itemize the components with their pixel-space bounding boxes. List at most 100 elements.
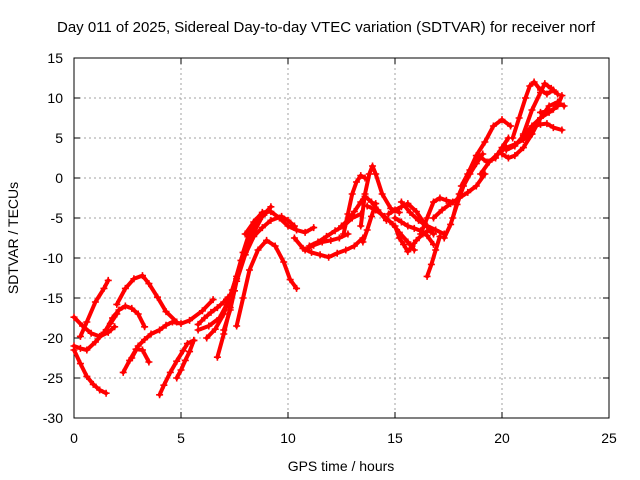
- data-point: [537, 108, 545, 116]
- data-point: [391, 214, 399, 222]
- data-point: [474, 152, 482, 160]
- data-point: [325, 253, 333, 261]
- data-point: [166, 368, 174, 376]
- data-point: [308, 248, 316, 256]
- series-arc-10: [173, 336, 198, 382]
- series-track: [72, 348, 109, 396]
- data-point: [96, 386, 104, 394]
- data-point: [115, 306, 123, 314]
- data-point: [477, 170, 485, 178]
- data-point: [91, 338, 99, 346]
- data-point: [502, 146, 510, 154]
- y-tick-label: 0: [55, 170, 63, 186]
- data-point: [395, 234, 403, 242]
- data-point: [438, 206, 446, 214]
- data-point: [119, 368, 127, 376]
- data-point: [498, 116, 506, 124]
- data-point: [410, 246, 418, 254]
- data-point: [432, 246, 440, 254]
- data-point: [162, 308, 170, 316]
- data-point: [245, 266, 253, 274]
- data-point: [348, 190, 356, 198]
- data-point: [447, 220, 455, 228]
- data-point: [89, 380, 97, 388]
- data-point: [372, 200, 380, 208]
- data-point: [543, 108, 551, 116]
- data-point: [547, 84, 555, 92]
- y-axis-label: SDTVAR / TECUs: [5, 182, 21, 294]
- data-point: [442, 196, 450, 204]
- data-point: [205, 322, 213, 330]
- data-point: [400, 240, 408, 248]
- x-tick-label: 15: [387, 430, 403, 446]
- data-point: [220, 326, 228, 334]
- data-point: [145, 280, 153, 288]
- data-point: [556, 100, 564, 108]
- data-point: [160, 381, 168, 389]
- series-track: [72, 315, 117, 339]
- data-point: [537, 120, 545, 128]
- series-arc-04: [102, 302, 149, 334]
- series-arc-08: [128, 296, 217, 362]
- data-point: [455, 190, 463, 198]
- data-point: [310, 224, 318, 232]
- data-point: [530, 78, 538, 86]
- data-point: [290, 234, 298, 242]
- data-point: [186, 316, 194, 324]
- data-point: [147, 330, 155, 338]
- data-point: [485, 158, 493, 166]
- data-point: [404, 248, 412, 256]
- y-tick-label: -15: [43, 290, 63, 306]
- series-arc-34: [449, 116, 515, 222]
- data-point: [549, 105, 557, 113]
- data-point: [241, 230, 249, 238]
- data-point: [511, 142, 519, 150]
- data-point: [363, 226, 371, 234]
- data-point: [138, 346, 146, 354]
- data-point: [357, 222, 365, 230]
- data-point: [70, 342, 78, 350]
- data-point: [263, 236, 271, 244]
- data-point: [340, 230, 348, 238]
- data-point: [241, 251, 249, 259]
- data-point: [404, 200, 412, 208]
- data-point: [466, 166, 474, 174]
- data-point: [76, 344, 84, 352]
- data-point: [530, 122, 538, 130]
- data-point: [233, 277, 241, 285]
- data-point: [316, 251, 324, 259]
- y-tick-label: -10: [43, 250, 63, 266]
- data-point: [522, 94, 530, 102]
- data-point: [367, 198, 375, 206]
- data-point: [515, 114, 523, 122]
- data-point: [504, 154, 512, 162]
- x-tick-label: 5: [177, 430, 185, 446]
- series-track: [450, 117, 513, 220]
- data-point: [404, 238, 412, 246]
- data-point: [156, 326, 164, 334]
- data-point: [545, 102, 553, 110]
- data-point: [519, 144, 527, 152]
- data-point: [250, 218, 258, 226]
- data-point: [436, 232, 444, 240]
- data-point: [464, 188, 472, 196]
- data-point: [412, 208, 420, 216]
- data-point: [100, 284, 108, 292]
- data-point: [183, 340, 191, 348]
- data-point: [168, 318, 176, 326]
- data-point: [177, 320, 185, 328]
- data-point: [404, 222, 412, 230]
- series-arc-31: [423, 232, 444, 280]
- data-point: [83, 318, 91, 326]
- y-tick-label: 15: [47, 50, 63, 66]
- data-point: [449, 214, 457, 222]
- data-point: [113, 300, 121, 308]
- data-point: [350, 242, 358, 250]
- data-point: [173, 357, 181, 365]
- data-point: [560, 102, 568, 110]
- series-arc-05: [76, 276, 112, 340]
- data-point: [198, 307, 206, 315]
- x-axis-label: GPS time / hours: [288, 458, 395, 474]
- series-arc-18: [290, 234, 367, 261]
